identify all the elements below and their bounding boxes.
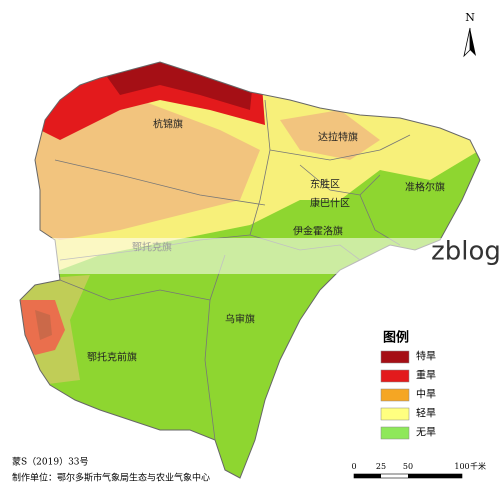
legend-label: 轻旱 [416, 407, 436, 420]
legend-swatch [380, 369, 410, 383]
district-label: 乌审旗 [225, 313, 255, 326]
district-label: 康巴什区 [310, 197, 350, 210]
district-label: 杭锦旗 [153, 118, 183, 131]
legend-label: 特旱 [416, 351, 436, 363]
legend-swatch [380, 388, 410, 402]
scale-bar: 0 25 50 100 千米 [351, 461, 486, 479]
watermark: zblog [431, 237, 500, 267]
scale-unit: 千米 [470, 461, 486, 471]
legend-label: 中旱 [416, 388, 436, 401]
approval-number: 蒙S（2019）33号 [12, 456, 89, 468]
district-label: 准格尔旗 [405, 181, 445, 194]
district-label: 东胜区 [310, 178, 340, 191]
legend-swatch [380, 407, 410, 421]
legend-swatch [380, 350, 410, 364]
district-label: 鄂托克前旗 [87, 351, 137, 364]
legend-label: 重旱 [416, 369, 436, 382]
legend-swatch [380, 426, 410, 440]
scale-tick-label: 100 [454, 462, 469, 471]
watermark-band: zblog [0, 237, 500, 274]
scale-tick-label: 50 [403, 462, 413, 471]
legend-title: 图例 [383, 330, 409, 346]
district-label: 伊金霍洛旗 [293, 225, 343, 238]
north-arrow: N [463, 11, 476, 58]
scale-tick-label: 25 [376, 462, 386, 471]
district-label: 达拉特旗 [318, 131, 358, 144]
legend-label: 无旱 [416, 427, 436, 439]
north-label: N [465, 11, 475, 24]
scale-tick-label: 0 [351, 462, 356, 471]
maker: 制作单位：鄂尔多斯市气象局生态与农业气象中心 [12, 472, 210, 484]
